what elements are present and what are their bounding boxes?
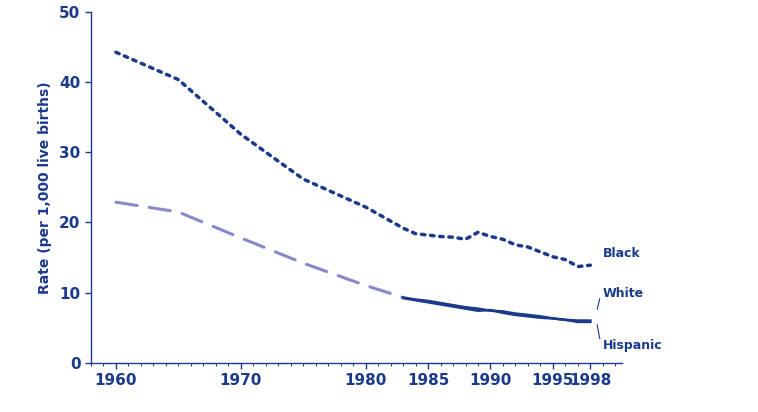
Text: Hispanic: Hispanic <box>603 339 662 351</box>
Y-axis label: Rate (per 1,000 live births): Rate (per 1,000 live births) <box>38 81 52 294</box>
Text: Black: Black <box>603 248 641 260</box>
Text: White: White <box>603 288 644 300</box>
